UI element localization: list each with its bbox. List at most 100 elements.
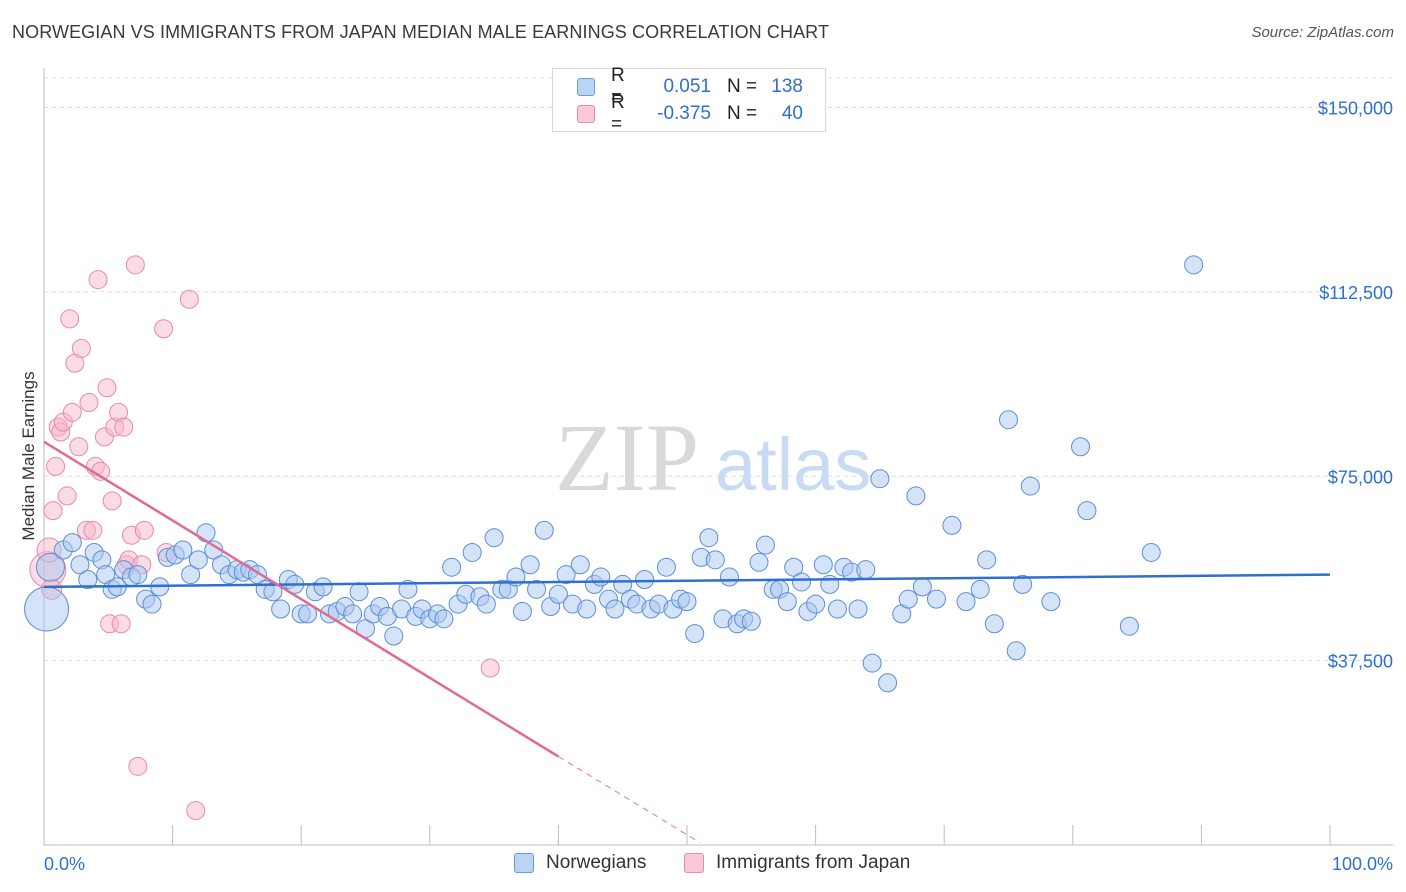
bottom-legend-label-norwegians: Norwegians: [546, 852, 647, 873]
data-point-japan: [111, 614, 131, 634]
data-point-norwegian: [384, 626, 404, 646]
data-point-norwegian: [1041, 592, 1061, 612]
data-point-japan: [134, 520, 154, 540]
legend-r-label: R =: [611, 65, 625, 108]
data-point-norwegian: [827, 599, 847, 619]
legend-row-norwegians: R = 0.051 N = 138: [577, 65, 803, 108]
data-point-norwegian: [1077, 501, 1097, 521]
data-point-norwegian: [128, 565, 148, 585]
data-point-norwegian: [956, 592, 976, 612]
data-point-norwegian: [699, 528, 719, 548]
trend-line-norwegians: [43, 573, 1331, 589]
data-point-norwegian: [24, 586, 70, 632]
data-point-norwegian: [142, 594, 162, 614]
data-point-norwegian: [188, 550, 208, 570]
data-point-norwegian: [719, 567, 739, 587]
data-point-norwegian: [462, 542, 482, 562]
data-point-norwegian: [999, 410, 1018, 430]
data-point-norwegian: [271, 599, 291, 619]
data-point-japan: [46, 456, 66, 476]
data-point-norwegian: [635, 570, 655, 589]
data-point-norwegian: [1119, 616, 1139, 636]
data-point-japan: [128, 756, 148, 776]
data-point-norwegian: [749, 552, 769, 572]
series-immigrants-from-japan: [29, 255, 500, 821]
data-point-japan: [179, 289, 199, 309]
data-point-norwegian: [705, 550, 725, 570]
data-point-norwegian: [791, 572, 811, 592]
data-point-norwegian: [35, 552, 65, 582]
data-point-norwegian: [520, 555, 540, 575]
data-point-japan: [62, 402, 82, 422]
data-point-japan: [83, 520, 103, 540]
y-axis-label: Median Male Earnings: [19, 371, 38, 540]
data-point-norwegian: [848, 599, 868, 619]
data-point-norwegian: [398, 579, 418, 599]
data-point-japan: [102, 491, 122, 511]
legend-n-label: N =: [727, 76, 758, 97]
watermark-zip: ZIP: [555, 404, 699, 511]
legend-r-value: -0.375: [657, 103, 711, 124]
data-point-norwegian: [755, 535, 775, 555]
data-point-norwegian: [1141, 542, 1161, 562]
legend-r-value: 0.051: [663, 76, 711, 97]
data-point-norwegian: [434, 609, 454, 629]
series-norwegians: [24, 255, 1204, 693]
bottom-legend-norwegians: Norwegians: [514, 852, 646, 874]
trend-line-japan: [43, 440, 560, 758]
data-point-japan: [43, 501, 63, 521]
data-point-norwegian: [613, 574, 633, 594]
data-point-japan: [79, 393, 99, 412]
data-point-norwegian: [173, 540, 193, 560]
data-point-norwegian: [181, 565, 201, 585]
bottom-legend-swatch-japan: [684, 853, 704, 873]
correlation-legend: R = 0.051 N = 138 R = -0.375 N = 40: [552, 65, 826, 135]
x-tick-label-max: 100.0%: [1332, 854, 1393, 874]
data-point-norwegian: [942, 515, 962, 535]
data-point-norwegian: [656, 557, 676, 577]
data-point-norwegian: [870, 469, 890, 489]
data-point-norwegian: [349, 582, 369, 602]
data-point-norwegian: [784, 557, 804, 577]
data-point-norwegian: [806, 594, 826, 614]
data-point-norwegian: [343, 604, 363, 624]
data-point-norwegian: [898, 589, 918, 609]
data-point-japan: [69, 437, 89, 457]
data-point-japan: [114, 417, 134, 437]
data-point-norwegian: [442, 557, 462, 577]
data-point-norwegian: [1184, 255, 1204, 275]
data-point-japan: [480, 658, 500, 678]
bottom-legend-swatch-norwegians: [514, 853, 534, 873]
data-point-japan: [71, 338, 91, 358]
watermark-atlas: atlas: [715, 423, 871, 506]
data-point-norwegian: [70, 555, 90, 575]
data-point-norwegian: [484, 528, 504, 548]
data-point-norwegian: [685, 624, 705, 644]
chart-source: Source: ZipAtlas.com: [1251, 24, 1394, 41]
trend-lines: [43, 440, 1331, 844]
data-point-japan: [60, 309, 80, 329]
axes: [43, 68, 1393, 846]
data-point-norwegian: [298, 604, 318, 624]
data-point-norwegian: [970, 579, 990, 599]
data-point-norwegian: [741, 611, 761, 631]
legend-n-label: N =: [727, 103, 758, 124]
legend-n-value: 40: [781, 103, 803, 124]
chart-title: NORWEGIAN VS IMMIGRANTS FROM JAPAN MEDIA…: [12, 22, 830, 42]
data-point-norwegian: [605, 599, 625, 619]
data-point-norwegian: [534, 520, 554, 540]
data-point-norwegian: [556, 565, 576, 585]
data-point-norwegian: [677, 592, 697, 612]
bottom-legend-label-japan: Immigrants from Japan: [716, 852, 911, 873]
data-point-norwegian: [313, 577, 333, 597]
data-point-norwegian: [1013, 574, 1033, 594]
data-point-norwegian: [1006, 641, 1026, 661]
y-tick-labels: $37,500 $75,000 $112,500 $150,000: [1318, 99, 1393, 672]
y-tick-label: $112,500: [1319, 283, 1393, 303]
data-point-japan: [154, 319, 174, 339]
data-point-norwegian: [62, 533, 82, 553]
data-point-norwegian: [777, 592, 797, 612]
data-point-norwegian: [856, 560, 876, 580]
data-point-norwegian: [1020, 476, 1040, 496]
